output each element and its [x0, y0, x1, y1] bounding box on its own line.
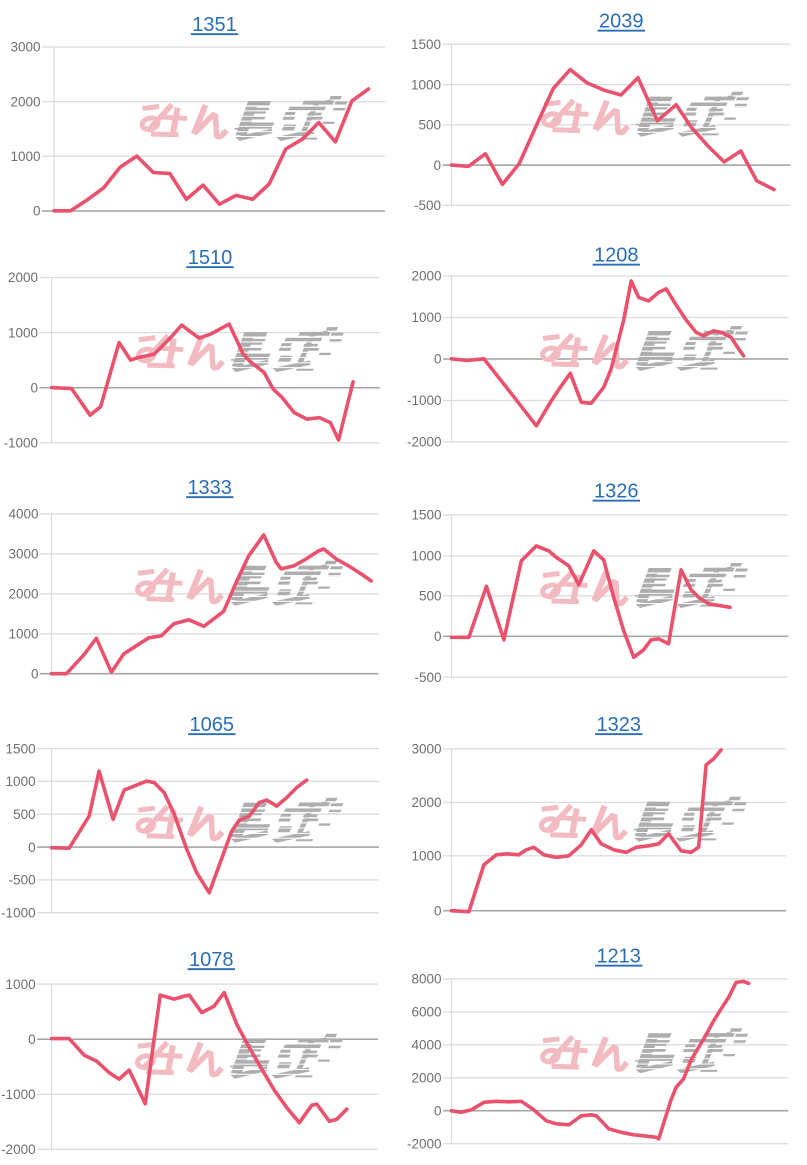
- svg-text:1000: 1000: [6, 977, 36, 992]
- svg-text:1078: 1078: [189, 949, 234, 971]
- svg-text:1213: 1213: [596, 946, 641, 968]
- svg-text:2039: 2039: [599, 11, 644, 33]
- svg-text:1000: 1000: [411, 849, 441, 864]
- svg-text:1000: 1000: [6, 774, 36, 789]
- svg-text:500: 500: [419, 589, 442, 604]
- svg-text:2000: 2000: [10, 94, 40, 109]
- svg-text:2000: 2000: [8, 270, 38, 285]
- svg-text:-2000: -2000: [407, 1136, 442, 1151]
- svg-text:3000: 3000: [411, 742, 441, 757]
- svg-text:0: 0: [28, 1032, 36, 1047]
- svg-text:1500: 1500: [411, 508, 441, 523]
- svg-text:2000: 2000: [411, 269, 441, 284]
- svg-text:0: 0: [33, 204, 41, 219]
- svg-text:1510: 1510: [188, 247, 233, 269]
- svg-text:1500: 1500: [411, 37, 441, 52]
- svg-text:1351: 1351: [192, 14, 237, 36]
- svg-text:1323: 1323: [597, 714, 642, 736]
- svg-text:0: 0: [433, 158, 441, 173]
- svg-text:0: 0: [31, 666, 39, 681]
- svg-text:-2000: -2000: [407, 435, 442, 450]
- svg-text:6000: 6000: [411, 1005, 441, 1020]
- svg-text:-500: -500: [414, 198, 441, 213]
- svg-text:-1000: -1000: [1, 1087, 36, 1102]
- svg-text:-1000: -1000: [407, 393, 442, 408]
- svg-text:0: 0: [28, 840, 36, 855]
- svg-text:1000: 1000: [411, 549, 441, 564]
- svg-text:4000: 4000: [411, 1038, 441, 1053]
- svg-text:0: 0: [434, 352, 442, 367]
- svg-text:1065: 1065: [190, 714, 235, 736]
- svg-text:500: 500: [13, 807, 36, 822]
- svg-text:-500: -500: [414, 670, 441, 685]
- svg-text:1000: 1000: [10, 149, 40, 164]
- svg-text:1000: 1000: [411, 310, 441, 325]
- svg-text:2000: 2000: [8, 587, 38, 602]
- svg-text:1208: 1208: [594, 245, 639, 267]
- svg-text:-500: -500: [9, 873, 36, 888]
- svg-text:1333: 1333: [187, 477, 232, 499]
- svg-text:0: 0: [434, 629, 442, 644]
- svg-text:3000: 3000: [8, 547, 38, 562]
- svg-text:0: 0: [30, 380, 38, 395]
- svg-text:-2000: -2000: [1, 1142, 36, 1157]
- svg-text:2000: 2000: [411, 1071, 441, 1086]
- svg-text:8000: 8000: [411, 972, 441, 987]
- svg-text:1000: 1000: [8, 627, 38, 642]
- svg-text:1500: 1500: [6, 741, 36, 756]
- svg-text:0: 0: [434, 1103, 442, 1118]
- svg-text:4000: 4000: [8, 507, 38, 522]
- svg-text:1000: 1000: [411, 77, 441, 92]
- svg-text:2000: 2000: [411, 795, 441, 810]
- svg-text:1326: 1326: [594, 481, 639, 503]
- svg-text:-1000: -1000: [3, 436, 38, 451]
- svg-text:1000: 1000: [8, 325, 38, 340]
- svg-text:3000: 3000: [10, 40, 40, 55]
- svg-text:0: 0: [434, 903, 442, 918]
- svg-text:-1000: -1000: [1, 905, 36, 920]
- svg-text:500: 500: [418, 118, 441, 133]
